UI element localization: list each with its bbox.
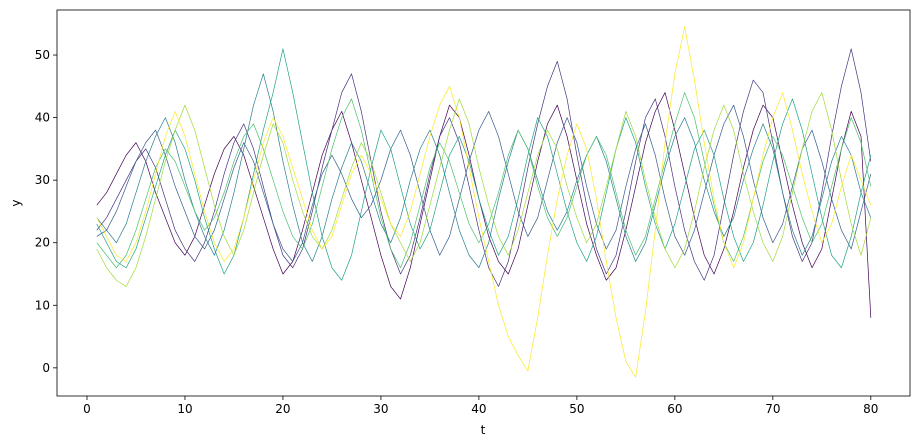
series-line — [96, 104, 872, 262]
x-tick-label: 70 — [765, 402, 780, 416]
axes-frame — [56, 9, 911, 397]
y-tick-label: 0 — [42, 361, 50, 375]
y-tick-label: 30 — [35, 173, 50, 187]
x-tick-label: 40 — [471, 402, 486, 416]
x-tick-label: 80 — [863, 402, 878, 416]
series-line — [96, 92, 872, 269]
y-tick-label: 50 — [35, 48, 50, 62]
y-tick-label: 20 — [35, 236, 50, 250]
series-line — [96, 92, 872, 287]
x-tick-label: 30 — [373, 402, 388, 416]
x-axis-label: t — [481, 423, 486, 437]
x-tick-label: 60 — [667, 402, 682, 416]
x-tick-label: 10 — [177, 402, 192, 416]
y-axis-label: y — [9, 199, 23, 206]
x-tick-label: 20 — [275, 402, 290, 416]
plot-area — [96, 26, 872, 378]
y-tick-label: 40 — [35, 111, 50, 125]
x-tick-label: 0 — [83, 402, 91, 416]
series-line — [96, 48, 872, 287]
series-line — [96, 73, 872, 269]
series-line — [96, 26, 872, 378]
series-line — [96, 92, 872, 318]
series-line — [96, 48, 872, 281]
x-tick-label: 50 — [569, 402, 584, 416]
y-tick-label: 10 — [35, 298, 50, 312]
